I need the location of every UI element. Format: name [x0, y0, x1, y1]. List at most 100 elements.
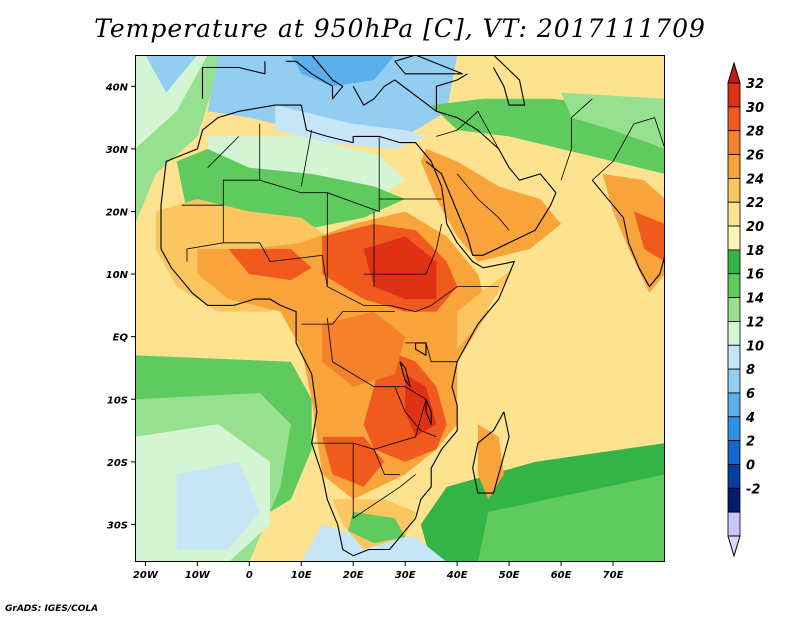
colorbar-label: 22 [746, 196, 764, 211]
colorbar-label: 24 [746, 172, 764, 187]
country-border-2 [300, 130, 313, 187]
lat-tick-label: 40N [105, 82, 129, 93]
country-border-19 [560, 98, 593, 181]
field-region-india-red [633, 211, 665, 262]
colorbar-label: 16 [746, 268, 764, 283]
country-border-10 [326, 317, 427, 400]
coastline-madagascar [472, 411, 510, 494]
colorbar-label: 10 [746, 339, 764, 354]
colorbar-swatch [727, 440, 741, 465]
colorbar-swatch [727, 273, 741, 298]
colorbar-label: 8 [746, 363, 755, 378]
coastline-india-coast [591, 179, 665, 288]
colorbar-swatch [727, 416, 741, 442]
lon-tick-label: 20W [133, 570, 159, 581]
colorbar-bottom-arrow [727, 535, 741, 558]
colorbar-swatch [727, 344, 741, 370]
country-border-11 [301, 311, 395, 325]
colorbar-label: -2 [746, 482, 760, 497]
colorbar-swatch [727, 82, 741, 108]
temperature-field [135, 55, 665, 562]
country-border-17 [456, 173, 510, 231]
colorbar-label: 12 [746, 315, 764, 330]
colorbar-label: 20 [746, 220, 764, 235]
lon-tick-label: 70E [603, 570, 624, 581]
colorbar-swatch [727, 249, 741, 275]
country-border-18 [436, 110, 500, 150]
colorbar-swatch [727, 321, 741, 346]
colorbar-swatch [727, 130, 741, 155]
country-border-0 [181, 136, 380, 213]
field-region-south-atlantic-cyan [176, 461, 260, 550]
field-region-horn-yellow [457, 267, 515, 350]
colorbar-swatch [727, 297, 741, 322]
lon-tick-label: 0 [246, 570, 253, 581]
country-border-15 [373, 449, 400, 475]
colorbar-swatch [727, 154, 741, 179]
lat-tick-label: 20S [107, 458, 128, 469]
field-region-mediterranean-lightblue [275, 105, 426, 149]
coastline-lake-malawi [425, 399, 432, 425]
colorbar-label: 18 [746, 244, 764, 259]
colorbar-label: 2 [746, 435, 755, 450]
country-border-12 [405, 342, 458, 363]
colorbar-label: 30 [746, 101, 764, 116]
coastline-lake-tanganyika [399, 361, 411, 388]
country-border-20 [592, 117, 665, 181]
coastline-greece-turkey [352, 73, 468, 112]
lat-tick-label: 30S [107, 520, 128, 531]
latitude-ticks: 40N 30N 20N 10N EQ 10S 20S 30S [105, 82, 135, 531]
lon-tick-label: 10W [185, 570, 211, 581]
colorbar-swatch [727, 177, 741, 203]
lat-tick-label: EQ [113, 333, 129, 344]
field-region-southern-indian-lightgreen [477, 474, 665, 562]
field-region-india-orange [602, 173, 665, 293]
field-region-sudan-darkred [363, 236, 437, 300]
lon-tick-label: 10E [291, 570, 312, 581]
lat-tick-label: 20N [106, 207, 129, 218]
temperature-map [135, 55, 665, 562]
country-border-4 [207, 136, 240, 168]
colorbar-swatch [727, 392, 741, 418]
colorbar-label: 26 [746, 149, 764, 164]
longitude-ticks: 20W 10W 0 10E 20E 30E 40E 50E 60E 70E [133, 562, 624, 581]
lon-tick-label: 30E [395, 570, 416, 581]
colorbar-swatch [727, 201, 741, 227]
map-border [135, 55, 665, 562]
colorbar-swatch [727, 368, 741, 394]
colorbar-swatch [727, 106, 741, 132]
lat-tick-label: 30N [106, 145, 129, 156]
country-border-5 [186, 205, 224, 262]
coastlines [160, 55, 665, 557]
field-region-sahel-red [228, 249, 312, 281]
colorbar-label: 4 [745, 411, 755, 426]
colorbar-label: 28 [746, 125, 764, 140]
colorbar-swatch [727, 487, 741, 513]
lon-tick-label: 50E [499, 570, 520, 581]
field-region-north-atlantic-pale [135, 55, 208, 149]
field-region-north-atlantic-blue [145, 55, 198, 93]
country-borders [181, 98, 665, 519]
coastline-africa-coast [160, 104, 515, 557]
colorbar-label: 0 [746, 458, 755, 473]
country-border-14 [352, 443, 416, 519]
colorbar-swatch [727, 511, 741, 537]
colorbar-swatch [727, 464, 741, 489]
coastline-caspian [493, 55, 526, 106]
colorbar-top-arrow [727, 61, 741, 84]
field-region-arabia-orange [420, 148, 562, 262]
country-border-9 [363, 223, 442, 275]
lon-tick-label: 20E [343, 570, 364, 581]
colorbar-label: 32 [746, 77, 764, 92]
colorbar-label: 6 [746, 387, 755, 402]
field-region-south-africa-green [348, 511, 406, 544]
lat-tick-label: 10S [107, 395, 128, 406]
coastline-italy [285, 55, 344, 100]
coastline-black-sea [394, 55, 463, 75]
coastline-arabia-coast [425, 110, 557, 256]
field-region-europe-deepblue [290, 55, 395, 87]
country-border-16 [394, 386, 437, 438]
country-border-6 [223, 242, 499, 313]
credit-text: GrADS: IGES/COLA [5, 604, 99, 614]
